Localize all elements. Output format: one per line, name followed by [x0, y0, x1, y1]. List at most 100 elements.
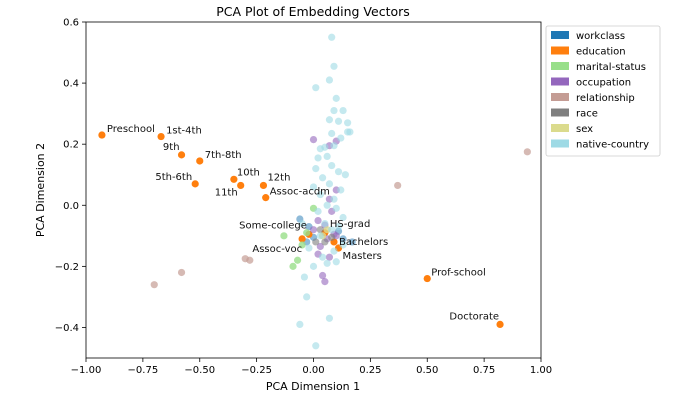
point-native-country — [309, 183, 318, 191]
point-native-country — [296, 320, 304, 328]
legend-label: relationship — [576, 93, 635, 104]
point-education — [191, 180, 199, 188]
point-native-country — [323, 201, 331, 209]
y-tick-label: 0.0 — [63, 201, 79, 212]
point-marital-status — [303, 229, 311, 237]
point-label: Assoc-voc — [252, 244, 302, 255]
point-native-country — [330, 195, 338, 203]
x-tick-label: −0.50 — [184, 365, 215, 376]
point-native-country — [337, 134, 345, 142]
point-native-country — [312, 342, 320, 350]
point-native-country — [312, 165, 320, 173]
legend-swatch — [551, 93, 569, 101]
point-label: 10th — [237, 167, 260, 178]
point-education — [98, 131, 106, 139]
point-label: 5th-6th — [155, 172, 192, 183]
point-labels-layer: Preschool 1st-4th 9th 7th-8th 5th-6th 10th 11t… — [107, 124, 499, 322]
point-occupation — [309, 226, 318, 234]
legend-label: education — [576, 47, 626, 58]
point-native-country — [305, 244, 313, 252]
point-label: 9th — [163, 142, 180, 153]
point-native-country — [334, 168, 343, 176]
point-occupation — [321, 278, 329, 286]
point-native-country — [325, 314, 334, 322]
point-relationship — [246, 256, 254, 264]
point-label: Masters — [343, 251, 382, 262]
point-relationship — [150, 281, 158, 289]
point-label: Some-college — [239, 220, 307, 231]
point-native-country — [300, 273, 308, 281]
legend-swatch — [551, 124, 569, 132]
legend-label: occupation — [576, 78, 631, 89]
point-occupation — [314, 216, 322, 225]
point-native-country — [303, 293, 311, 301]
point-native-country — [316, 145, 324, 153]
point-native-country — [330, 62, 338, 70]
point-native-country — [314, 207, 322, 215]
chart-title: PCA Plot of Embedding Vectors — [216, 4, 410, 19]
legend-swatch — [551, 108, 569, 117]
point-native-country — [319, 253, 327, 261]
point-native-country — [339, 241, 347, 249]
legend-label: workclass — [576, 31, 625, 42]
point-native-country — [341, 171, 349, 179]
point-education — [196, 157, 204, 165]
legend-swatch — [551, 139, 569, 148]
point-label: HS-grad — [330, 219, 370, 230]
point-native-country — [330, 106, 338, 115]
point-native-country — [332, 94, 340, 102]
y-tick-label: −0.4 — [55, 323, 79, 334]
point-education — [262, 194, 270, 202]
point-education — [496, 320, 504, 328]
point-native-country — [339, 213, 347, 222]
y-axis: −0.4 −0.2 0.0 0.2 0.4 0.6 — [55, 18, 86, 334]
point-label: 12th — [267, 172, 290, 183]
point-native-country — [330, 142, 338, 150]
point-native-country — [323, 259, 331, 267]
point-native-country — [334, 223, 343, 231]
point-native-country — [344, 119, 352, 127]
legend-label: native-country — [576, 140, 649, 151]
point-relationship — [177, 268, 186, 277]
point-native-country — [314, 154, 322, 162]
legend-swatch — [551, 31, 569, 39]
x-tick-label: 0.25 — [359, 365, 381, 376]
point-race — [316, 226, 324, 234]
x-tick-label: −1.00 — [71, 365, 102, 376]
point-education — [423, 274, 431, 283]
x-tick-label: −0.75 — [128, 365, 159, 376]
point-label: 11th — [215, 187, 238, 198]
legend: workclass education marital-status occupati… — [545, 25, 661, 157]
point-occupation — [316, 242, 324, 251]
point-native-country — [316, 190, 324, 199]
point-native-country — [332, 204, 340, 212]
point-education — [298, 235, 306, 243]
y-tick-label: −0.2 — [55, 262, 79, 273]
y-tick-label: 0.4 — [63, 79, 79, 90]
point-education — [259, 181, 268, 190]
point-race — [312, 238, 320, 246]
y-tick-label: 0.6 — [63, 18, 79, 29]
point-education — [157, 132, 165, 141]
y-axis-title: PCA Dimension 2 — [34, 143, 47, 237]
legend-label: sex — [576, 124, 593, 135]
points-layer — [98, 33, 531, 350]
x-tick-label: 0.00 — [302, 365, 324, 376]
point-native-country — [334, 117, 343, 125]
point-education — [237, 181, 245, 190]
point-relationship — [523, 148, 531, 156]
point-native-country — [344, 128, 352, 136]
point-native-country — [337, 186, 345, 194]
point-native-country — [325, 116, 334, 124]
point-marital-status — [298, 241, 306, 249]
x-tick-label: 1.00 — [530, 365, 552, 376]
x-tick-label: 0.75 — [473, 365, 495, 376]
legend-label: marital-status — [576, 62, 646, 73]
legend-swatch — [551, 46, 569, 55]
point-native-country — [328, 161, 336, 170]
point-marital-status — [293, 256, 302, 264]
legend-label: race — [576, 109, 598, 120]
x-tick-label: −0.25 — [241, 365, 272, 376]
point-label: 1st-4th — [166, 126, 202, 137]
